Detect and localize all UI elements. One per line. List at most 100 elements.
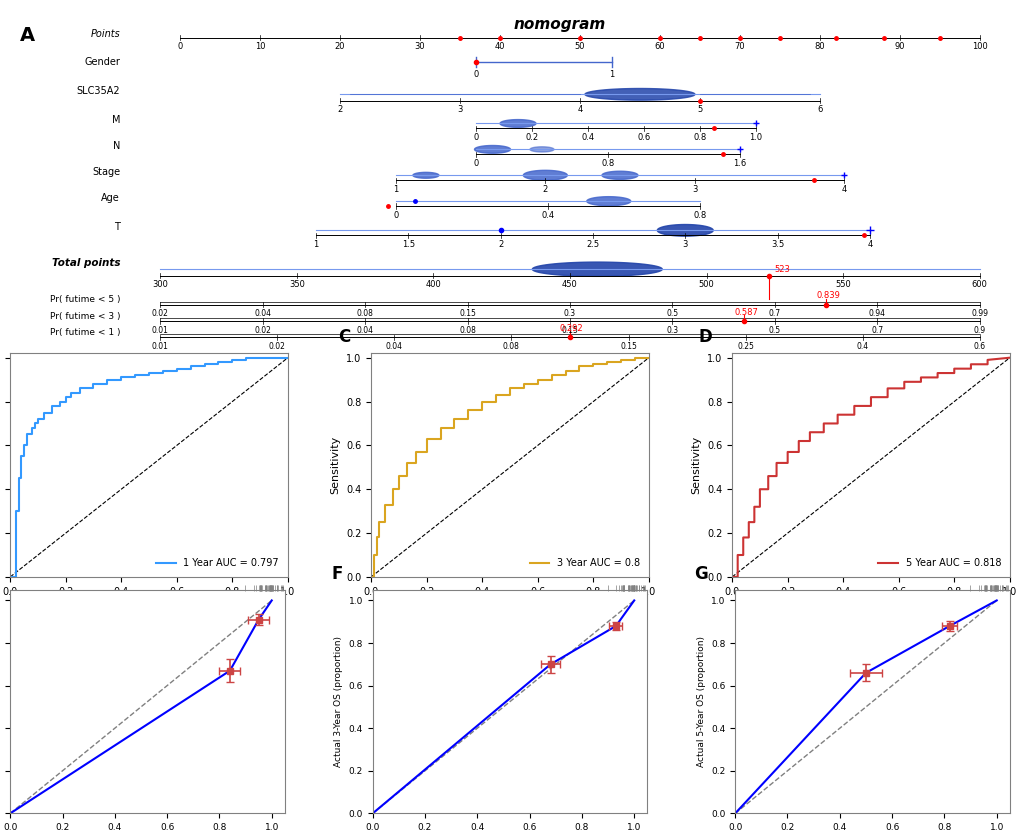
Text: 4: 4: [866, 240, 871, 249]
Text: 10: 10: [255, 42, 265, 51]
Text: 0.3: 0.3: [665, 325, 678, 334]
Text: 0.04: 0.04: [385, 342, 403, 351]
Text: 3: 3: [682, 240, 687, 249]
Polygon shape: [523, 170, 567, 180]
Y-axis label: Actual 5-Year OS (proportion): Actual 5-Year OS (proportion): [696, 636, 705, 767]
Text: 0.7: 0.7: [768, 310, 781, 319]
Text: 2: 2: [337, 105, 342, 115]
Text: 0.5: 0.5: [665, 310, 678, 319]
Text: 0.02: 0.02: [269, 342, 285, 351]
Text: 70: 70: [734, 42, 745, 51]
Text: Total points: Total points: [52, 258, 120, 268]
Text: 3: 3: [457, 105, 463, 115]
Text: 0.292: 0.292: [559, 324, 583, 333]
Text: 0.02: 0.02: [254, 325, 271, 334]
Text: 0.9: 0.9: [973, 325, 985, 334]
Text: 1.0: 1.0: [749, 133, 762, 142]
Text: 0.6: 0.6: [637, 133, 650, 142]
Text: G: G: [693, 564, 707, 583]
Text: 90: 90: [894, 42, 904, 51]
Text: 3.5: 3.5: [770, 240, 784, 249]
Text: 0.5: 0.5: [768, 325, 781, 334]
Text: C: C: [337, 328, 350, 346]
Text: 1.6: 1.6: [733, 159, 746, 168]
Polygon shape: [586, 197, 630, 206]
Text: Gender: Gender: [85, 57, 120, 67]
Text: 4: 4: [577, 105, 582, 115]
Text: 30: 30: [415, 42, 425, 51]
Text: D: D: [698, 328, 712, 346]
Text: 0.4: 0.4: [581, 133, 594, 142]
Text: 550: 550: [835, 281, 850, 289]
Text: 0: 0: [393, 211, 398, 220]
Text: Pr( futime < 3 ): Pr( futime < 3 ): [50, 312, 120, 320]
Text: 1: 1: [393, 185, 398, 193]
Text: 0.04: 0.04: [254, 310, 271, 319]
Y-axis label: Sensitivity: Sensitivity: [691, 436, 701, 494]
Text: 2.5: 2.5: [586, 240, 599, 249]
Text: 3: 3: [691, 185, 697, 193]
Text: 100: 100: [971, 42, 986, 51]
Text: Points: Points: [91, 29, 120, 39]
Text: 0.08: 0.08: [459, 325, 476, 334]
Text: 500: 500: [698, 281, 713, 289]
Text: Pr( futime < 5 ): Pr( futime < 5 ): [50, 295, 120, 305]
X-axis label: 1−Specificity: 1−Specificity: [834, 603, 907, 613]
Polygon shape: [656, 225, 712, 237]
Text: 0.8: 0.8: [601, 159, 614, 168]
Text: 450: 450: [561, 281, 578, 289]
Text: 0.15: 0.15: [459, 310, 476, 319]
Text: 600: 600: [971, 281, 986, 289]
Text: 0.587: 0.587: [734, 308, 757, 316]
Text: 0.6: 0.6: [973, 342, 985, 351]
Text: 0: 0: [473, 159, 478, 168]
Text: 350: 350: [288, 281, 305, 289]
Text: 1: 1: [313, 240, 318, 249]
Text: 0.01: 0.01: [152, 342, 168, 351]
Text: 6: 6: [816, 105, 821, 115]
Text: nomogram: nomogram: [514, 17, 605, 32]
Text: 0.8: 0.8: [693, 211, 706, 220]
Text: T: T: [114, 222, 120, 232]
Text: 300: 300: [152, 281, 168, 289]
Text: 0.839: 0.839: [815, 291, 840, 300]
Text: 5: 5: [697, 105, 702, 115]
Text: 0.94: 0.94: [868, 310, 884, 319]
Text: 0.02: 0.02: [152, 310, 168, 319]
Text: 523: 523: [773, 266, 790, 275]
Text: 4: 4: [841, 185, 846, 193]
Y-axis label: Sensitivity: Sensitivity: [330, 436, 340, 494]
X-axis label: 1−Specificity: 1−Specificity: [112, 603, 185, 613]
Polygon shape: [585, 89, 694, 100]
Text: 0.4: 0.4: [541, 211, 554, 220]
Text: Pr( futime < 1 ): Pr( futime < 1 ): [50, 328, 120, 337]
Polygon shape: [532, 262, 661, 276]
Text: 0.25: 0.25: [737, 342, 753, 351]
Text: Stage: Stage: [92, 167, 120, 177]
Text: 2: 2: [497, 240, 502, 249]
Text: 0.04: 0.04: [357, 325, 373, 334]
Text: 0: 0: [473, 133, 478, 142]
Polygon shape: [530, 147, 553, 152]
Legend: 5 Year AUC = 0.818: 5 Year AUC = 0.818: [873, 554, 1004, 572]
Text: 400: 400: [425, 281, 441, 289]
Text: 0.15: 0.15: [620, 342, 636, 351]
Text: 0.2: 0.2: [525, 133, 538, 142]
Text: 0: 0: [177, 42, 182, 51]
Text: 80: 80: [814, 42, 824, 51]
Polygon shape: [474, 145, 510, 154]
Text: N: N: [113, 141, 120, 151]
Text: M: M: [111, 115, 120, 125]
Text: 1: 1: [608, 70, 614, 79]
Y-axis label: Actual 3-Year OS (proportion): Actual 3-Year OS (proportion): [333, 636, 342, 767]
Text: 0.8: 0.8: [693, 133, 706, 142]
Legend: 3 Year AUC = 0.8: 3 Year AUC = 0.8: [526, 554, 643, 572]
Text: 40: 40: [494, 42, 504, 51]
Text: 0.99: 0.99: [970, 310, 987, 319]
Legend: 1 Year AUC = 0.797: 1 Year AUC = 0.797: [152, 554, 282, 572]
Text: 0.3: 0.3: [564, 310, 576, 319]
Polygon shape: [413, 173, 438, 178]
Text: 60: 60: [654, 42, 664, 51]
Text: 2: 2: [542, 185, 547, 193]
Text: A: A: [20, 27, 36, 46]
